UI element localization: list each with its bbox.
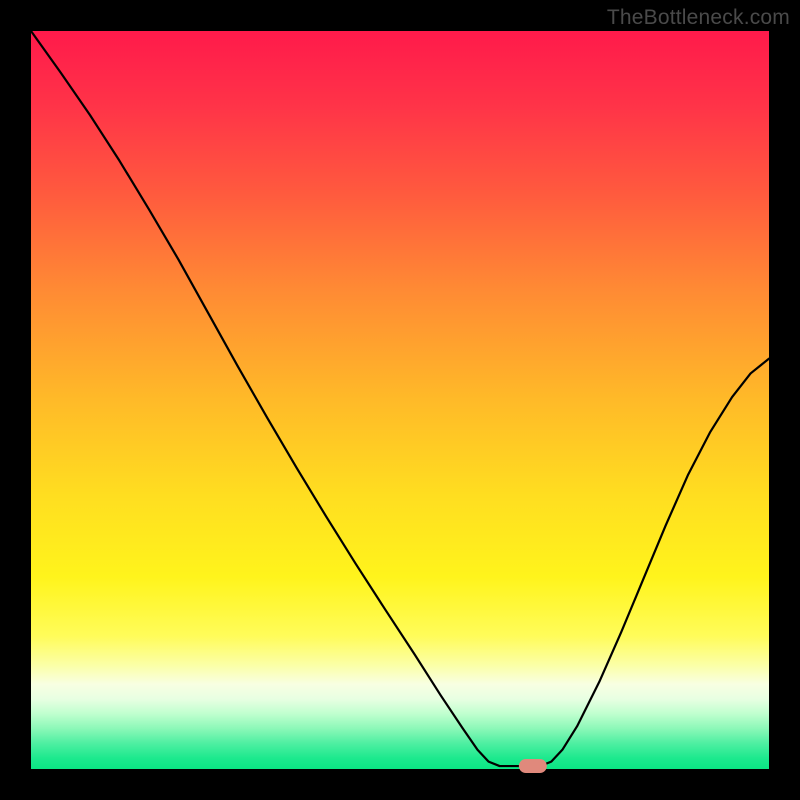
optimum-marker [519, 759, 547, 773]
chart-frame: TheBottleneck.com [0, 0, 800, 800]
bottleneck-chart [0, 0, 800, 800]
plot-background [31, 31, 769, 769]
